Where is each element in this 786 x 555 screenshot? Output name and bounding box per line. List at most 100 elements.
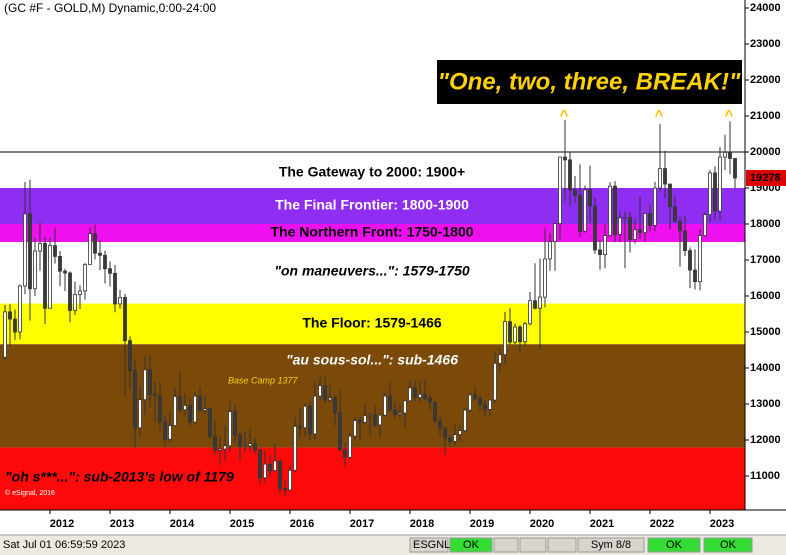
candle-body: [478, 397, 482, 406]
candle-body: [533, 300, 537, 309]
status-ok-cell: [703, 537, 753, 553]
candle-body: [503, 321, 507, 356]
candle-body: [268, 463, 272, 472]
candle-body: [628, 217, 632, 240]
x-tick-label: 2013: [110, 518, 134, 530]
candle-body: [293, 425, 297, 471]
candle-body: [408, 387, 412, 402]
candle-body: [573, 189, 577, 196]
band: [0, 447, 745, 510]
candle-body: [648, 213, 652, 226]
candle-body: [493, 362, 497, 401]
candle-body: [178, 396, 182, 411]
x-tick-label: 2012: [50, 518, 74, 530]
candle-body: [193, 395, 197, 423]
x-tick-label: 2014: [170, 518, 195, 530]
status-ok: OK: [666, 539, 683, 551]
x-tick-label: 2016: [290, 518, 314, 530]
candle-body: [148, 369, 152, 395]
candle-body: [548, 241, 552, 260]
candle-body: [108, 268, 112, 274]
candle-body: [303, 405, 307, 429]
candle-body: [203, 408, 207, 411]
candle-body: [323, 385, 327, 401]
candle-body: [223, 445, 227, 450]
candle-body: [538, 296, 542, 309]
candle-body: [233, 411, 237, 436]
candle-body: [613, 185, 617, 235]
annotation: "One, two, three, BREAK!": [438, 68, 741, 95]
candle-body: [68, 272, 72, 311]
candle-body: [183, 405, 187, 411]
candle-body: [23, 213, 27, 287]
status-symbols: Sym 8/8: [591, 539, 631, 551]
x-tick-label: 2021: [590, 518, 614, 530]
candle-body: [123, 297, 127, 342]
status-ok-cell: [647, 537, 701, 553]
candle-body: [473, 394, 477, 399]
candle-body: [353, 420, 357, 437]
candle-body: [733, 158, 737, 179]
candle-body: [433, 401, 437, 422]
candle-body: [618, 217, 622, 235]
candle-body: [638, 229, 642, 234]
candle-body: [313, 395, 317, 435]
candle-body: [683, 230, 687, 252]
candle-body: [158, 395, 162, 423]
peak-marker: ^: [725, 107, 734, 124]
status-ok: OK: [720, 539, 737, 551]
candle-body: [518, 326, 522, 343]
candle-body: [263, 463, 267, 479]
candle-body: [348, 435, 352, 458]
candle-body: [198, 395, 202, 411]
candle-body: [403, 400, 407, 414]
y-tick-label: 16000: [750, 290, 781, 302]
x-tick-label: 2023: [710, 518, 734, 530]
candle-body: [118, 297, 122, 305]
candle-body: [8, 311, 12, 320]
candle-body: [128, 340, 132, 371]
candle-body: [138, 399, 142, 429]
y-tick-label: 20000: [750, 146, 781, 158]
candle-body: [543, 258, 547, 298]
x-tick-label: 2018: [410, 518, 434, 530]
candle-body: [443, 427, 447, 439]
candle-body: [438, 420, 442, 429]
band-label: "on maneuvers...": 1579-1750: [274, 263, 470, 279]
right-axis-panel: [745, 0, 786, 535]
candle-body: [728, 151, 732, 159]
candle-body: [488, 399, 492, 410]
x-tick-label: 2019: [470, 518, 494, 530]
status-ok-cell: [449, 537, 493, 553]
candle-body: [18, 285, 22, 333]
y-tick-label: 23000: [750, 38, 781, 50]
candle-body: [88, 233, 92, 266]
candle-body: [308, 405, 312, 435]
candle-body: [608, 185, 612, 236]
status-cell: [547, 537, 577, 553]
candle-body: [78, 290, 82, 295]
candle-body: [483, 404, 487, 410]
candle-body: [453, 434, 457, 442]
band: [0, 151, 745, 189]
y-tick-label: 13000: [750, 398, 781, 410]
last-price-label: 19278: [750, 172, 781, 184]
candle-body: [678, 221, 682, 232]
y-tick-label: 15000: [750, 326, 781, 338]
candle-body: [163, 421, 167, 440]
y-tick-label: 21000: [750, 110, 781, 122]
candle-body: [213, 436, 217, 451]
candle-body: [563, 156, 567, 161]
band-label: "oh s***...": sub-2013's low of 1179: [5, 469, 234, 485]
status-cell: [519, 537, 547, 553]
candle-body: [333, 397, 337, 414]
candle-body: [168, 425, 172, 440]
bands: The Gateway to 2000: 1900+ The Final Fron…: [0, 151, 745, 510]
candle-body: [48, 245, 52, 309]
candle-body: [528, 300, 532, 325]
band: [0, 242, 745, 304]
band-label: The Floor: 1579-1466: [302, 315, 441, 331]
band: [0, 344, 745, 448]
